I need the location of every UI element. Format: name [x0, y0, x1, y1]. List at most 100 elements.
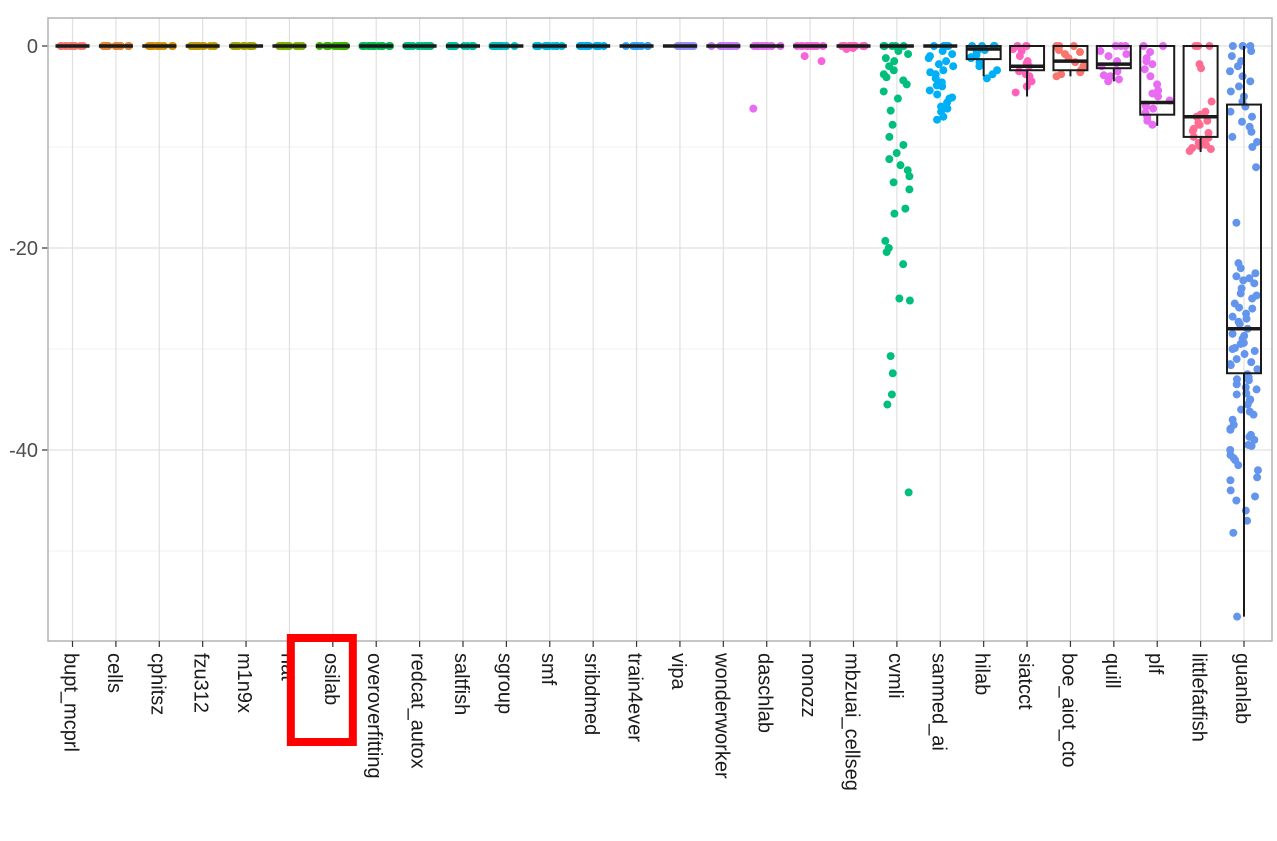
x-tick-label: mbzuai_cellseg — [841, 653, 863, 791]
data-point-guanlab — [1238, 72, 1247, 81]
data-point-guanlab — [1234, 82, 1243, 91]
data-point-siatcct — [1011, 88, 1020, 97]
data-point-quill — [1096, 47, 1105, 56]
data-point-sanmed_ai — [931, 74, 940, 83]
data-point-plf — [1140, 65, 1149, 74]
data-point-guanlab — [1247, 127, 1256, 136]
data-point-guanlab — [1227, 52, 1236, 61]
data-point-hilab — [988, 70, 997, 79]
data-point-cvmli — [905, 172, 914, 181]
data-point-guanlab — [1244, 376, 1253, 385]
data-point-guanlab — [1253, 365, 1262, 374]
data-point-cvmli — [889, 178, 898, 187]
data-point-guanlab — [1228, 312, 1237, 321]
data-point-cvmli — [885, 155, 894, 164]
data-point-cvmli — [879, 87, 888, 96]
data-point-cvmli — [896, 161, 905, 170]
data-point-guanlab — [1228, 329, 1237, 338]
data-point-guanlab — [1247, 441, 1256, 450]
data-point-sanmed_ai — [925, 86, 934, 95]
x-tick-label: cvmli — [884, 653, 906, 699]
x-tick-label: wonderworker — [710, 652, 732, 779]
x-tick-label: redcat_autox — [407, 653, 429, 769]
data-point-plf — [1146, 48, 1155, 57]
data-point-siatcct — [1009, 45, 1018, 54]
data-point-cvmli — [903, 166, 912, 175]
data-point-guanlab — [1232, 380, 1241, 389]
data-point-cvmli — [902, 80, 911, 89]
box-littlefatfish — [1182, 45, 1219, 138]
data-point-sanmed_ai — [934, 60, 943, 69]
data-point-sanmed_ai — [924, 54, 933, 63]
data-point-guanlab — [1236, 264, 1245, 273]
data-point-guanlab — [1250, 279, 1259, 288]
box-boe_aiot_cto — [1052, 45, 1089, 72]
data-point-sanmed_ai — [949, 62, 958, 71]
data-point-quill — [1104, 52, 1113, 61]
data-point-guanlab — [1240, 350, 1249, 359]
highlight-box — [286, 634, 357, 746]
data-point-sanmed_ai — [926, 68, 935, 77]
data-point-guanlab — [1242, 314, 1251, 323]
data-point-plf — [1142, 57, 1151, 66]
data-point-guanlab — [1248, 143, 1257, 151]
data-point-cvmli — [890, 209, 899, 218]
data-point-boe_aiot_cto — [1080, 61, 1089, 70]
data-point-cvmli — [885, 132, 894, 141]
y-axis-ticks: 0 -20 -40 — [9, 36, 48, 462]
box-siatcct — [1009, 45, 1046, 72]
data-point-hilab — [982, 74, 991, 83]
data-point-hilab — [975, 62, 984, 71]
data-point-guanlab — [1243, 516, 1252, 525]
data-point-guanlab — [1233, 612, 1242, 621]
data-point-quill — [1114, 75, 1123, 84]
data-point-cvmli — [881, 236, 890, 245]
data-point-cvmli — [888, 369, 897, 378]
data-point-guanlab — [1252, 385, 1261, 394]
data-point-cvmli — [901, 204, 910, 213]
data-point-plf — [1146, 72, 1155, 81]
data-point-cvmli — [893, 94, 902, 103]
data-point-quill — [1122, 50, 1131, 59]
data-point-guanlab — [1238, 117, 1247, 126]
data-point-sanmed_ai — [938, 47, 947, 56]
x-tick-label: quill — [1101, 653, 1123, 689]
data-point-littlefatfish — [1204, 133, 1213, 142]
data-point-guanlab — [1226, 476, 1235, 485]
data-point-cvmli — [892, 149, 901, 158]
data-point-cvmli — [905, 185, 914, 194]
data-point-cvmli — [882, 73, 891, 82]
x-tick-label: train4ever — [624, 653, 646, 742]
x-tick-label: hilab — [971, 653, 993, 695]
data-point-cvmli — [895, 294, 904, 303]
data-point-plf — [1148, 120, 1157, 129]
plot-panel-border — [47, 17, 1273, 642]
y-tick-label: -20 — [9, 238, 38, 260]
data-point-guanlab — [1226, 424, 1235, 433]
data-point-guanlab — [1233, 62, 1242, 71]
data-point-cvmli — [887, 390, 896, 399]
data-point-quill — [1113, 67, 1122, 76]
data-point-guanlab — [1232, 496, 1241, 505]
data-point-littlefatfish — [1203, 116, 1212, 125]
data-point-guanlab — [1226, 107, 1235, 116]
data-point-siatcct — [1027, 77, 1036, 86]
data-point-plf — [1142, 102, 1151, 111]
data-point-sanmed_ai — [939, 66, 948, 75]
data-point-cvmli — [883, 400, 892, 409]
boxplots — [55, 44, 1262, 617]
data-point-guanlab — [1229, 528, 1238, 537]
x-tick-label: osilab — [320, 653, 342, 705]
data-point-cvmli — [894, 47, 903, 56]
data-point-plf — [1153, 80, 1162, 89]
data-point-guanlab — [1245, 396, 1254, 405]
data-point-guanlab — [1232, 390, 1241, 399]
x-tick-label: cphitsz — [146, 653, 168, 715]
data-point-littlefatfish — [1188, 126, 1197, 135]
data-point-guanlab — [1226, 486, 1235, 495]
data-point-guanlab — [1228, 132, 1237, 141]
data-point-sanmed_ai — [948, 50, 957, 59]
y-tick-label: -40 — [9, 440, 38, 462]
data-point-guanlab — [1234, 317, 1243, 326]
data-point-nonozz — [817, 57, 826, 66]
